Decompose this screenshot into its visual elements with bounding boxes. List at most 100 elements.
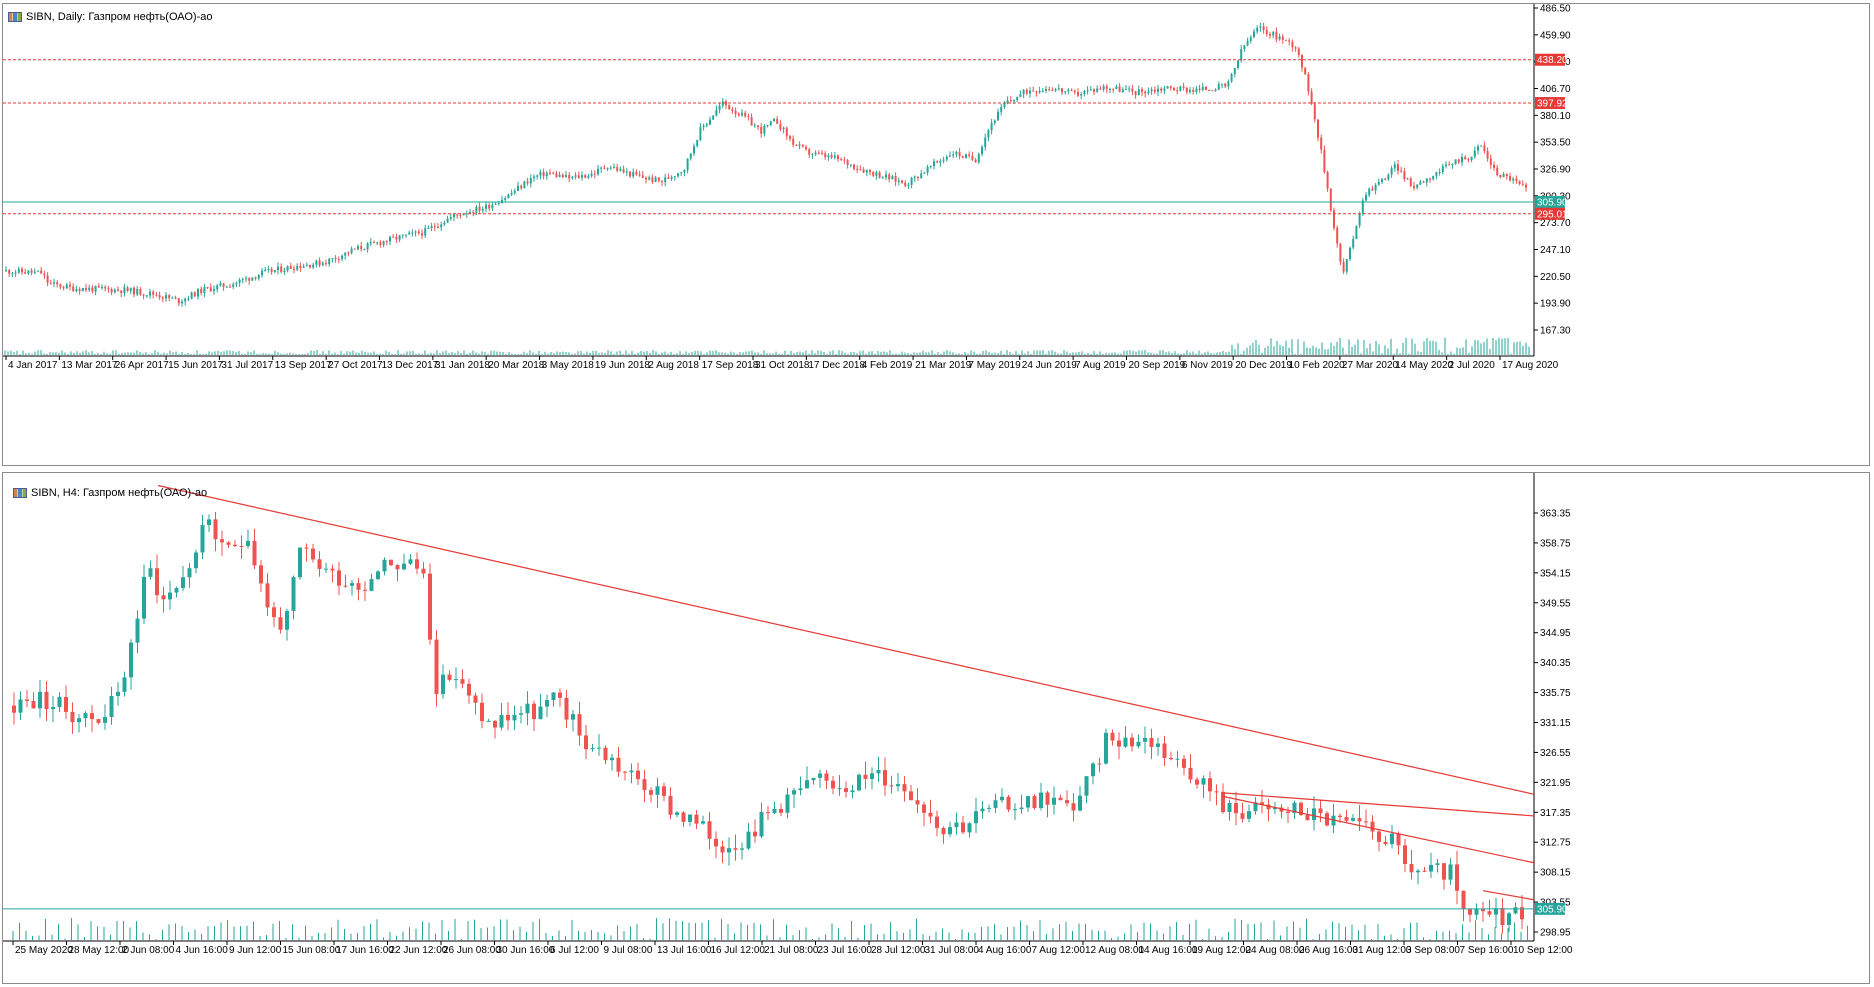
candle-body <box>454 679 458 681</box>
candle-body <box>584 735 588 750</box>
candle-body <box>766 812 770 814</box>
candle-body <box>1318 808 1323 814</box>
candle-body <box>795 144 798 146</box>
candle-body <box>649 790 653 795</box>
candle-body <box>1435 863 1440 865</box>
candle-body <box>493 720 497 728</box>
candle-body <box>779 123 782 130</box>
candle-body <box>610 757 614 761</box>
candle-body <box>318 260 321 266</box>
candle-body <box>894 176 897 182</box>
candle-body <box>1160 88 1163 91</box>
candle-body <box>1227 803 1232 813</box>
price-label: 406.70 <box>1540 84 1571 95</box>
price-tag-label: 397.92 <box>1537 99 1568 110</box>
candle-body <box>251 277 254 281</box>
date-label: 31 Aug 12:00 <box>1353 945 1412 956</box>
candle-body <box>203 287 206 294</box>
date-label: 15 Jun 2017 <box>168 360 223 371</box>
price-label: 353.50 <box>1540 138 1571 149</box>
candle-body <box>453 214 455 218</box>
h4-chart-canvas[interactable]: 363.35 358.75 354.15 349.55 344.95 340.35 335.… <box>3 473 1869 983</box>
candle-body <box>1310 91 1313 105</box>
candle-body <box>622 169 625 173</box>
candle-body <box>657 177 660 181</box>
candle-body <box>57 696 62 708</box>
candle-body <box>1422 181 1425 183</box>
candle-body <box>238 279 241 283</box>
candle-body <box>1201 86 1204 90</box>
candle-body <box>889 785 894 787</box>
candle-body <box>1377 831 1381 842</box>
date-label: 17 Sep 2018 <box>702 360 759 371</box>
candle-body <box>465 213 468 215</box>
candle-body <box>220 539 224 543</box>
candle-body <box>1162 743 1167 758</box>
date-label: 7 Sep 16:00 <box>1460 945 1514 956</box>
candle-body <box>523 181 526 188</box>
candle-body <box>330 568 335 571</box>
trend-line <box>1222 792 1535 817</box>
candle-body <box>408 232 411 235</box>
trend-line <box>1482 890 1535 901</box>
price-tag-label: 438.20 <box>1537 55 1568 66</box>
date-label: 7 Aug 2019 <box>1075 360 1126 371</box>
candle-body <box>427 227 430 229</box>
candle-body <box>369 579 374 591</box>
candle-body <box>1477 146 1479 151</box>
candle-body <box>356 583 361 590</box>
candle-body <box>226 542 231 545</box>
candle-body <box>1157 88 1159 92</box>
candle-body <box>59 284 62 288</box>
candle-body <box>510 192 513 195</box>
candle-body <box>139 289 142 295</box>
candle-body <box>773 118 775 122</box>
candle-body <box>939 160 942 163</box>
candle-body <box>117 289 119 291</box>
candle-body <box>1435 172 1438 176</box>
candle-body <box>65 284 68 289</box>
candle-body <box>907 184 910 186</box>
candle-body <box>491 204 494 209</box>
candle-body <box>1104 732 1108 764</box>
candle-body <box>680 172 683 174</box>
h4-chart-title: SIBN, H4: Газпром нефть(ОАО)-ао <box>13 487 207 499</box>
candle-body <box>104 287 107 289</box>
candle-body <box>1123 737 1128 747</box>
candle-body <box>1370 821 1375 832</box>
candle-body <box>1305 814 1310 821</box>
candle-body <box>1507 913 1511 925</box>
date-label: 31 Jul 08:00 <box>925 945 980 956</box>
candle-body <box>109 695 114 717</box>
candle-body <box>949 155 951 157</box>
candle-body <box>824 773 829 781</box>
date-label: 10 Sep 12:00 <box>1513 945 1573 956</box>
candle-body <box>1364 821 1368 823</box>
candle-body <box>1173 87 1175 91</box>
candle-body <box>395 565 400 570</box>
candle-body <box>1422 870 1427 872</box>
candle-body <box>96 719 101 723</box>
candle-body <box>901 180 903 183</box>
candle-body <box>856 168 859 170</box>
candle-body <box>1525 184 1527 188</box>
candle-body <box>1006 100 1009 104</box>
candle-body <box>91 287 94 292</box>
daily-chart-canvas[interactable]: 486.50459.90433.20406.70380.10353.50326.… <box>3 4 1869 465</box>
candle-body <box>122 677 127 692</box>
candle-body <box>1150 89 1153 92</box>
price-label: 273.70 <box>1540 218 1571 229</box>
candle-body <box>1045 89 1047 91</box>
candle-body <box>1128 88 1131 90</box>
candle-body <box>304 547 309 549</box>
h4-chart-window[interactable]: 363.35 358.75 354.15 349.55 344.95 340.35 335.… <box>2 472 1870 984</box>
daily-chart-window[interactable]: 486.50459.90433.20406.70380.10353.50326.… <box>2 3 1870 466</box>
candle-body <box>206 287 209 289</box>
candle-body <box>49 282 52 284</box>
candle-body <box>629 770 634 773</box>
candle-body <box>1039 792 1043 808</box>
candle-body <box>357 246 359 250</box>
candle-body <box>565 174 567 178</box>
candle-body <box>280 266 283 273</box>
candle-body <box>194 552 198 569</box>
